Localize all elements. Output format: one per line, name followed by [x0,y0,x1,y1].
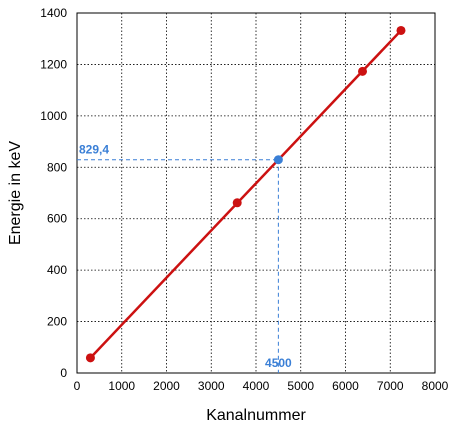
plot-frame [76,12,436,374]
data-point [85,353,95,363]
x-tick-label: 5000 [287,379,314,393]
y-tick-label: 400 [47,263,67,277]
x-tick-label: 6000 [332,379,359,393]
y-tick-label: 1200 [40,57,67,71]
fit-line [89,29,402,359]
y-tick-label: 600 [47,212,67,226]
highlight-x-label: 4500 [265,356,292,370]
x-tick-label: 8000 [422,379,449,393]
highlight-point [273,155,283,165]
x-tick-labels: 0 1000 2000 3000 4000 5000 6000 7000 8000 [74,379,449,393]
highlight-y-label: 829,4 [79,143,109,157]
y-tick-label: 1000 [40,109,67,123]
x-tick-label: 1000 [108,379,135,393]
x-axis-title: Kanalnummer [206,407,306,424]
y-tick-labels: 0 200 400 600 800 1000 1200 1400 [40,6,67,380]
x-tick-label: 7000 [377,379,404,393]
y-axis-title: Energie in keV [7,141,24,245]
data-point [358,66,368,76]
y-tick-label: 0 [60,366,67,380]
highlight-guides [77,159,279,373]
x-tick-label: 3000 [198,379,225,393]
data-point [232,198,242,208]
y-tick-label: 200 [47,315,67,329]
data-point [396,25,406,35]
y-tick-label: 1400 [40,6,67,20]
y-tick-label: 800 [47,160,67,174]
x-tick-label: 4000 [243,379,270,393]
data-series [85,25,406,363]
x-tick-label: 0 [74,379,81,393]
x-tick-label: 2000 [153,379,180,393]
grid-lines [76,12,436,374]
